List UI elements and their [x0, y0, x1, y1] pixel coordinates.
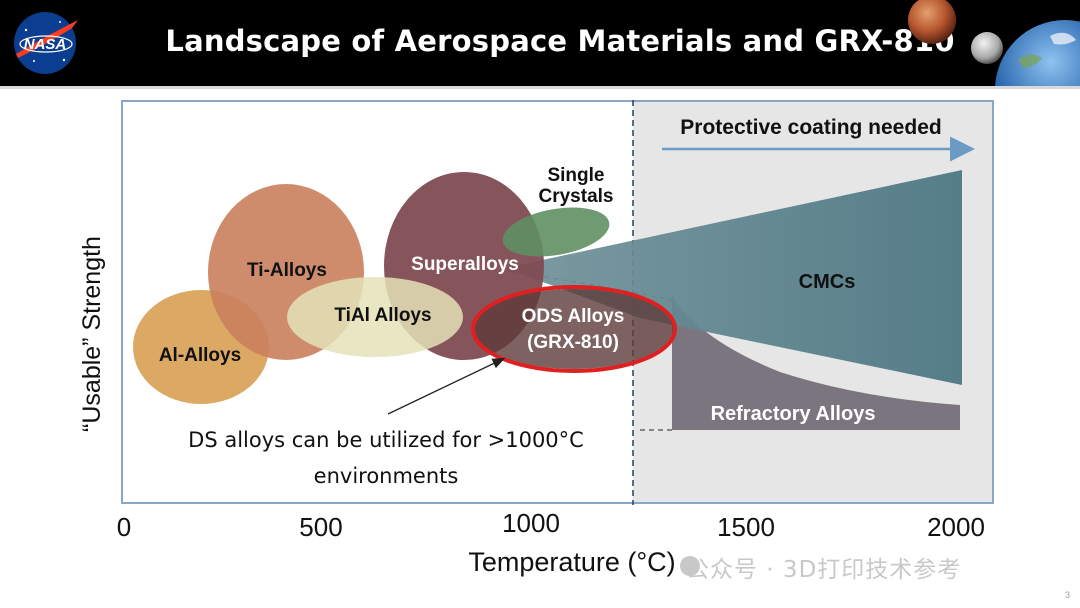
- y-axis-label: “Usable” Strength: [78, 236, 106, 432]
- ods-alloys-label-line1: ODS Alloys: [522, 306, 625, 327]
- ods-alloys-label-line2: (GRX-810): [527, 332, 619, 353]
- single-crystals-region: [502, 207, 610, 257]
- x-axis-label: Temperature (°C): [468, 547, 675, 577]
- title-banner: NASA Landscape of Aerospace Materials an…: [0, 0, 1080, 89]
- annotation-line2: environments: [314, 464, 459, 488]
- x-tick-label: 500: [299, 512, 342, 542]
- refractory-region: [672, 296, 960, 430]
- page-number: 3: [1064, 590, 1070, 600]
- ti-alloys-label: Ti-Alloys: [247, 260, 327, 281]
- watermark-text: 公众号 · 3D打印技术参考: [686, 557, 962, 583]
- x-tick-label: 0: [117, 512, 131, 542]
- x-tick-label: 2000: [927, 512, 985, 542]
- x-axis-ticks: 0 500 1000 1500 2000: [117, 508, 985, 542]
- nasa-logo: NASA: [14, 12, 78, 74]
- single-crystals-label-line2: Crystals: [539, 186, 614, 207]
- refractory-label: Refractory Alloys: [711, 403, 876, 425]
- coating-label: Protective coating needed: [680, 116, 941, 139]
- tial-alloys-label: TiAl Alloys: [334, 305, 431, 326]
- superalloys-label: Superalloys: [411, 254, 519, 275]
- planets-graphic: [908, 0, 1080, 86]
- moon-icon: [971, 32, 1003, 64]
- annotation-arrow: [387, 357, 506, 415]
- x-tick-label: 1000: [502, 508, 560, 538]
- single-crystals-label-line1: Single: [547, 165, 604, 186]
- cmc-label: CMCs: [799, 271, 856, 293]
- page-title: Landscape of Aerospace Materials and GRX…: [165, 24, 955, 58]
- mars-icon: [908, 0, 956, 44]
- x-tick-label: 1500: [717, 512, 775, 542]
- al-alloys-label: Al-Alloys: [159, 345, 241, 366]
- nasa-logo-text: NASA: [24, 36, 67, 53]
- ods-alloys-region: [474, 289, 674, 369]
- cmc-region: [505, 170, 962, 385]
- annotation-line1: DS alloys can be utilized for >1000°C: [188, 428, 584, 452]
- ods-highlight-ring: [471, 285, 677, 373]
- wechat-icon: [680, 556, 700, 576]
- tial-alloys-region: [287, 277, 463, 357]
